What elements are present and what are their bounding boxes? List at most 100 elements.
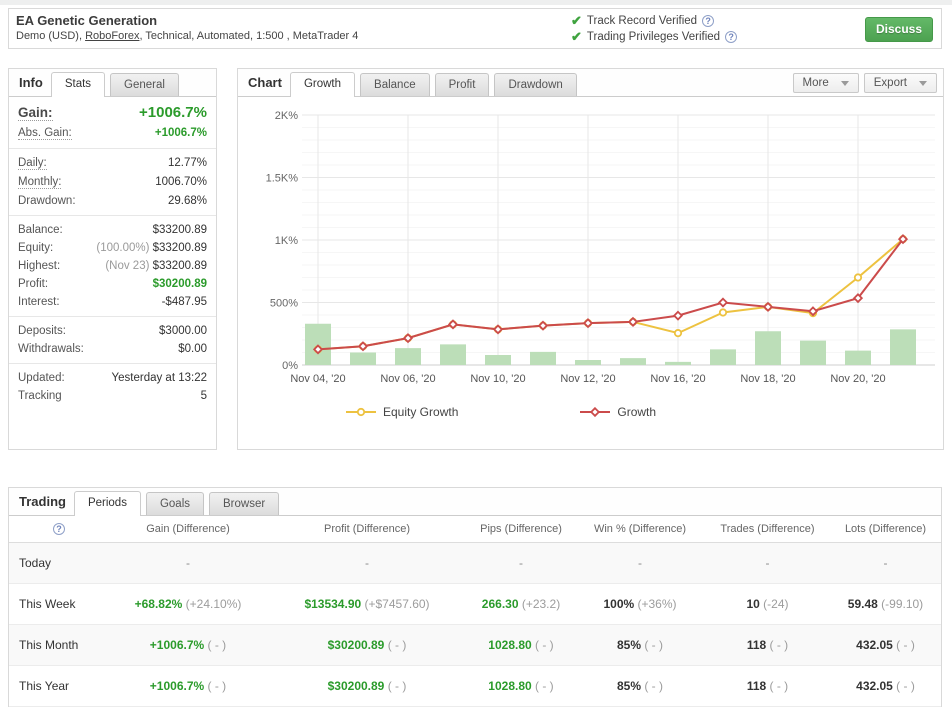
export-dropdown-button[interactable]: Export [863,73,937,93]
daily-gain-bar [665,361,691,365]
growth-point [402,333,414,344]
daily-gain-bar [485,355,511,365]
cell-value: +68.82% [134,597,183,611]
tab-browser[interactable]: Browser [209,492,280,515]
growth-point [762,301,774,312]
cell-difference: (+24.10%) [182,597,242,611]
tab-stats[interactable]: Stats [50,72,106,97]
info-label[interactable]: Abs. Gain: [18,127,72,140]
info-tabbar: Info Stats General [9,69,216,97]
cell-value: 432.05 [856,638,893,652]
growth-point [627,316,639,327]
info-value: (Nov 23) $33200.89 [105,260,207,272]
cell-difference: (+23.2) [518,597,561,611]
help-icon[interactable]: ? [725,31,738,43]
tab-profit[interactable]: Profit [434,73,490,96]
x-axis-tick-label: Nov 20, '20 [830,373,885,385]
period-label: Today [19,556,52,570]
table-cell: - [705,556,830,570]
x-axis-tick-label: Nov 06, '20 [380,373,435,385]
verified-badge-trading-privileges-verified: ✔ Trading Privileges Verified? [571,29,738,45]
table-cell: 59.48 (-99.10) [830,597,941,611]
y-axis-tick-label: 500% [270,298,298,310]
table-cell: 85% ( - ) [575,679,705,693]
more-dropdown-button[interactable]: More [792,73,859,93]
y-axis-tick-label: 1K% [275,235,298,247]
cell-value: 266.30 [481,597,519,611]
growth-point [852,293,864,304]
info-label[interactable]: Gain: [18,105,53,121]
cell-value: 432.05 [856,679,893,693]
tab-balance[interactable]: Balance [360,73,430,96]
info-value-main: $33200.89 [152,260,207,272]
x-axis-tick-label: Nov 10, '20 [470,373,525,385]
verified-badge-track-record-verified: ✔ Track Record Verified? [571,13,737,29]
cell-difference: ( - ) [531,638,554,652]
page-top-strip [0,0,952,5]
table-cell: $30200.89 ( - ) [267,679,467,693]
tab-drawdown[interactable]: Drawdown [494,73,577,96]
daily-gain-bar [755,331,781,365]
subtitle-suffix: , Technical, Automated, 1:500 , MetaTrad… [139,30,359,42]
info-value: Yesterday at 13:22 [112,372,207,384]
daily-gain-bar [575,360,601,365]
info-value-main: 5 [200,390,207,402]
cell-value: 1028.80 [488,638,532,652]
tab-general[interactable]: General [110,73,179,96]
cell-value: 85% [616,638,642,652]
info-label: Withdrawals: [18,343,84,355]
chart-tabs: Growth Balance Profit Drawdown [289,72,582,97]
daily-gain-bar [710,349,736,365]
period-label: This Week [19,597,76,611]
chevron-down-icon [919,80,927,86]
info-stats-list: Gain: +1006.7% Abs. Gain: +1006.7% Daily: 12.… [9,97,216,405]
info-label: Equity: [18,242,54,254]
cell-value: +1006.7% [149,638,205,652]
table-cell: 432.05 ( - ) [830,638,941,652]
table-cell: - [830,556,941,570]
table-cell: $30200.89 ( - ) [267,638,467,652]
help-icon[interactable]: ? [53,523,65,535]
info-label[interactable]: Daily: [18,157,47,170]
cell-value: 10 [746,597,760,611]
growth-point [807,306,819,317]
info-label[interactable]: Monthly: [18,176,62,189]
info-row-withdrawals: Withdrawals: $0.00 [9,340,216,358]
tab-goals[interactable]: Goals [145,492,204,515]
legend-marker-icon [346,407,376,417]
table-cell: +68.82% (+24.10%) [109,597,267,611]
info-row-interest: Interest: -$487.95 [9,293,216,311]
cell-value: 85% [616,679,642,693]
table-cell: - [267,556,467,570]
info-label: Updated: [18,372,65,384]
table-cell: 10 (-24) [705,597,830,611]
table-row-this-week: This Week +68.82% (+24.10%) $13534.90 (+$7… [9,584,941,625]
cell-difference: ( - ) [384,638,407,652]
broker-link[interactable]: RoboForex [85,30,140,42]
legend-item-equity-growth: Equity Growth [346,405,458,419]
cell-difference: ( - ) [204,638,227,652]
periods-table-header: ? Gain (Difference) Profit (Difference) Pip… [9,516,941,543]
growth-point [582,318,594,329]
info-value-main: Yesterday at 13:22 [111,372,207,384]
tab-growth[interactable]: Growth [289,72,356,97]
legend-label: Equity Growth [383,405,459,419]
info-value: 29.68% [168,195,207,207]
info-value: $0.00 [178,343,207,355]
info-value: $33200.89 [153,224,207,236]
growth-chart[interactable]: 0% 500% 1K% 1.5K% 2K% Nov 04, '20 Nov 06, '20 N… [238,101,941,399]
help-icon[interactable]: ? [702,15,715,27]
cell-value: 100% [603,597,635,611]
info-row-abs-gain: Abs. Gain: +1006.7% [9,124,216,143]
cell-difference: ( - ) [641,638,664,652]
info-row-balance: Balance: $33200.89 [9,221,216,239]
daily-gain-bar [800,340,826,365]
cell-value: 118 [746,679,767,693]
tab-periods[interactable]: Periods [73,491,141,516]
cell-difference: ( - ) [766,679,789,693]
discuss-button[interactable]: Discuss [865,17,933,42]
table-cell: 100% (+36%) [575,597,705,611]
info-row-gain: Gain: +1006.7% [9,101,216,124]
chart-tabbar: Chart Growth Balance Profit Drawdown More E… [238,69,943,97]
chart-panel: Chart Growth Balance Profit Drawdown More E… [237,68,944,450]
